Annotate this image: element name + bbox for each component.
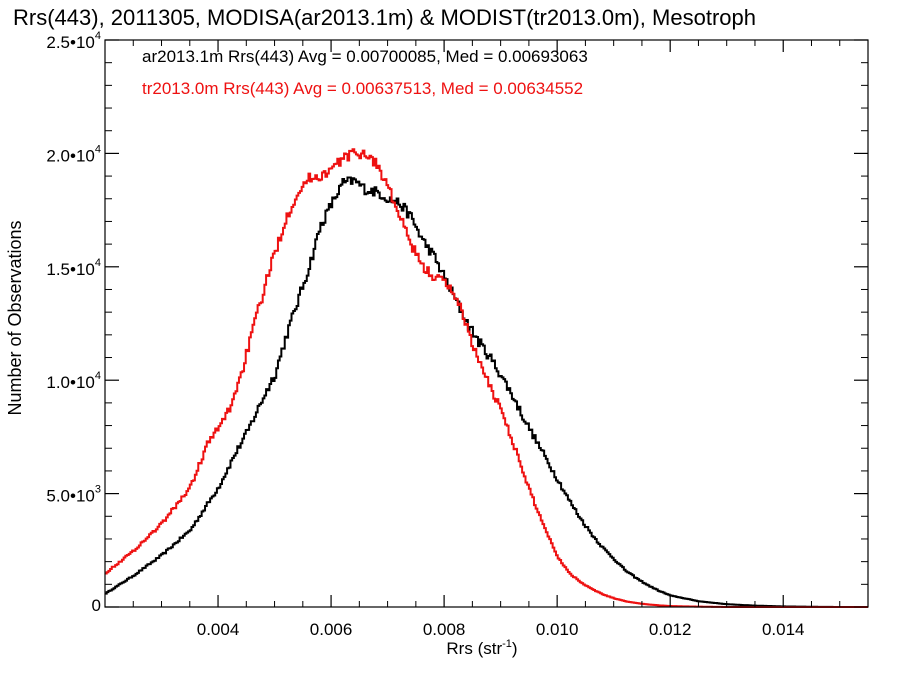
x-tick-label: 0.004 xyxy=(197,620,240,639)
y-tick-label: 2.0•104 xyxy=(46,143,101,165)
plot-frame xyxy=(104,39,869,608)
y-tick-label: 2.5•104 xyxy=(46,30,101,52)
y-tick-label: 5.0•103 xyxy=(46,484,101,506)
x-axis-label-main: Rrs (str xyxy=(446,639,502,658)
y-tick-label: 1.0•104 xyxy=(46,370,101,392)
series-2-line xyxy=(105,148,868,608)
x-axis: 0.004 0.006 0.008 0.010 0.012 0.014 xyxy=(132,40,841,639)
x-tick-label: 0.010 xyxy=(536,620,579,639)
legend: ar2013.1m Rrs(443) Avg = 0.00700085, Med… xyxy=(142,47,588,98)
x-tick-label: 0.006 xyxy=(310,620,353,639)
x-axis-label-close: ) xyxy=(512,639,518,658)
y-axis: 0 5.0•103 1.0•104 1.5•104 2.0•104 2.5•104 xyxy=(46,30,868,615)
chart-title: Rrs(443), 2011305, MODISA(ar2013.1m) & M… xyxy=(13,5,756,30)
y-tick-label: 0 xyxy=(92,596,101,615)
x-tick-label: 0.008 xyxy=(423,620,466,639)
x-axis-label: Rrs (str-1) xyxy=(446,638,517,658)
y-tick-label: 1.5•104 xyxy=(46,257,101,279)
legend-entry-2: tr2013.0m Rrs(443) Avg = 0.00637513, Med… xyxy=(142,79,583,98)
x-axis-label-superscript: -1 xyxy=(502,638,512,650)
legend-entry-1: ar2013.1m Rrs(443) Avg = 0.00700085, Med… xyxy=(142,47,588,66)
series-group xyxy=(105,148,868,608)
y-axis-label: Number of Observations xyxy=(5,220,25,415)
x-tick-label: 0.014 xyxy=(762,620,805,639)
x-tick-label: 0.012 xyxy=(649,620,692,639)
series-1-line xyxy=(105,176,868,608)
